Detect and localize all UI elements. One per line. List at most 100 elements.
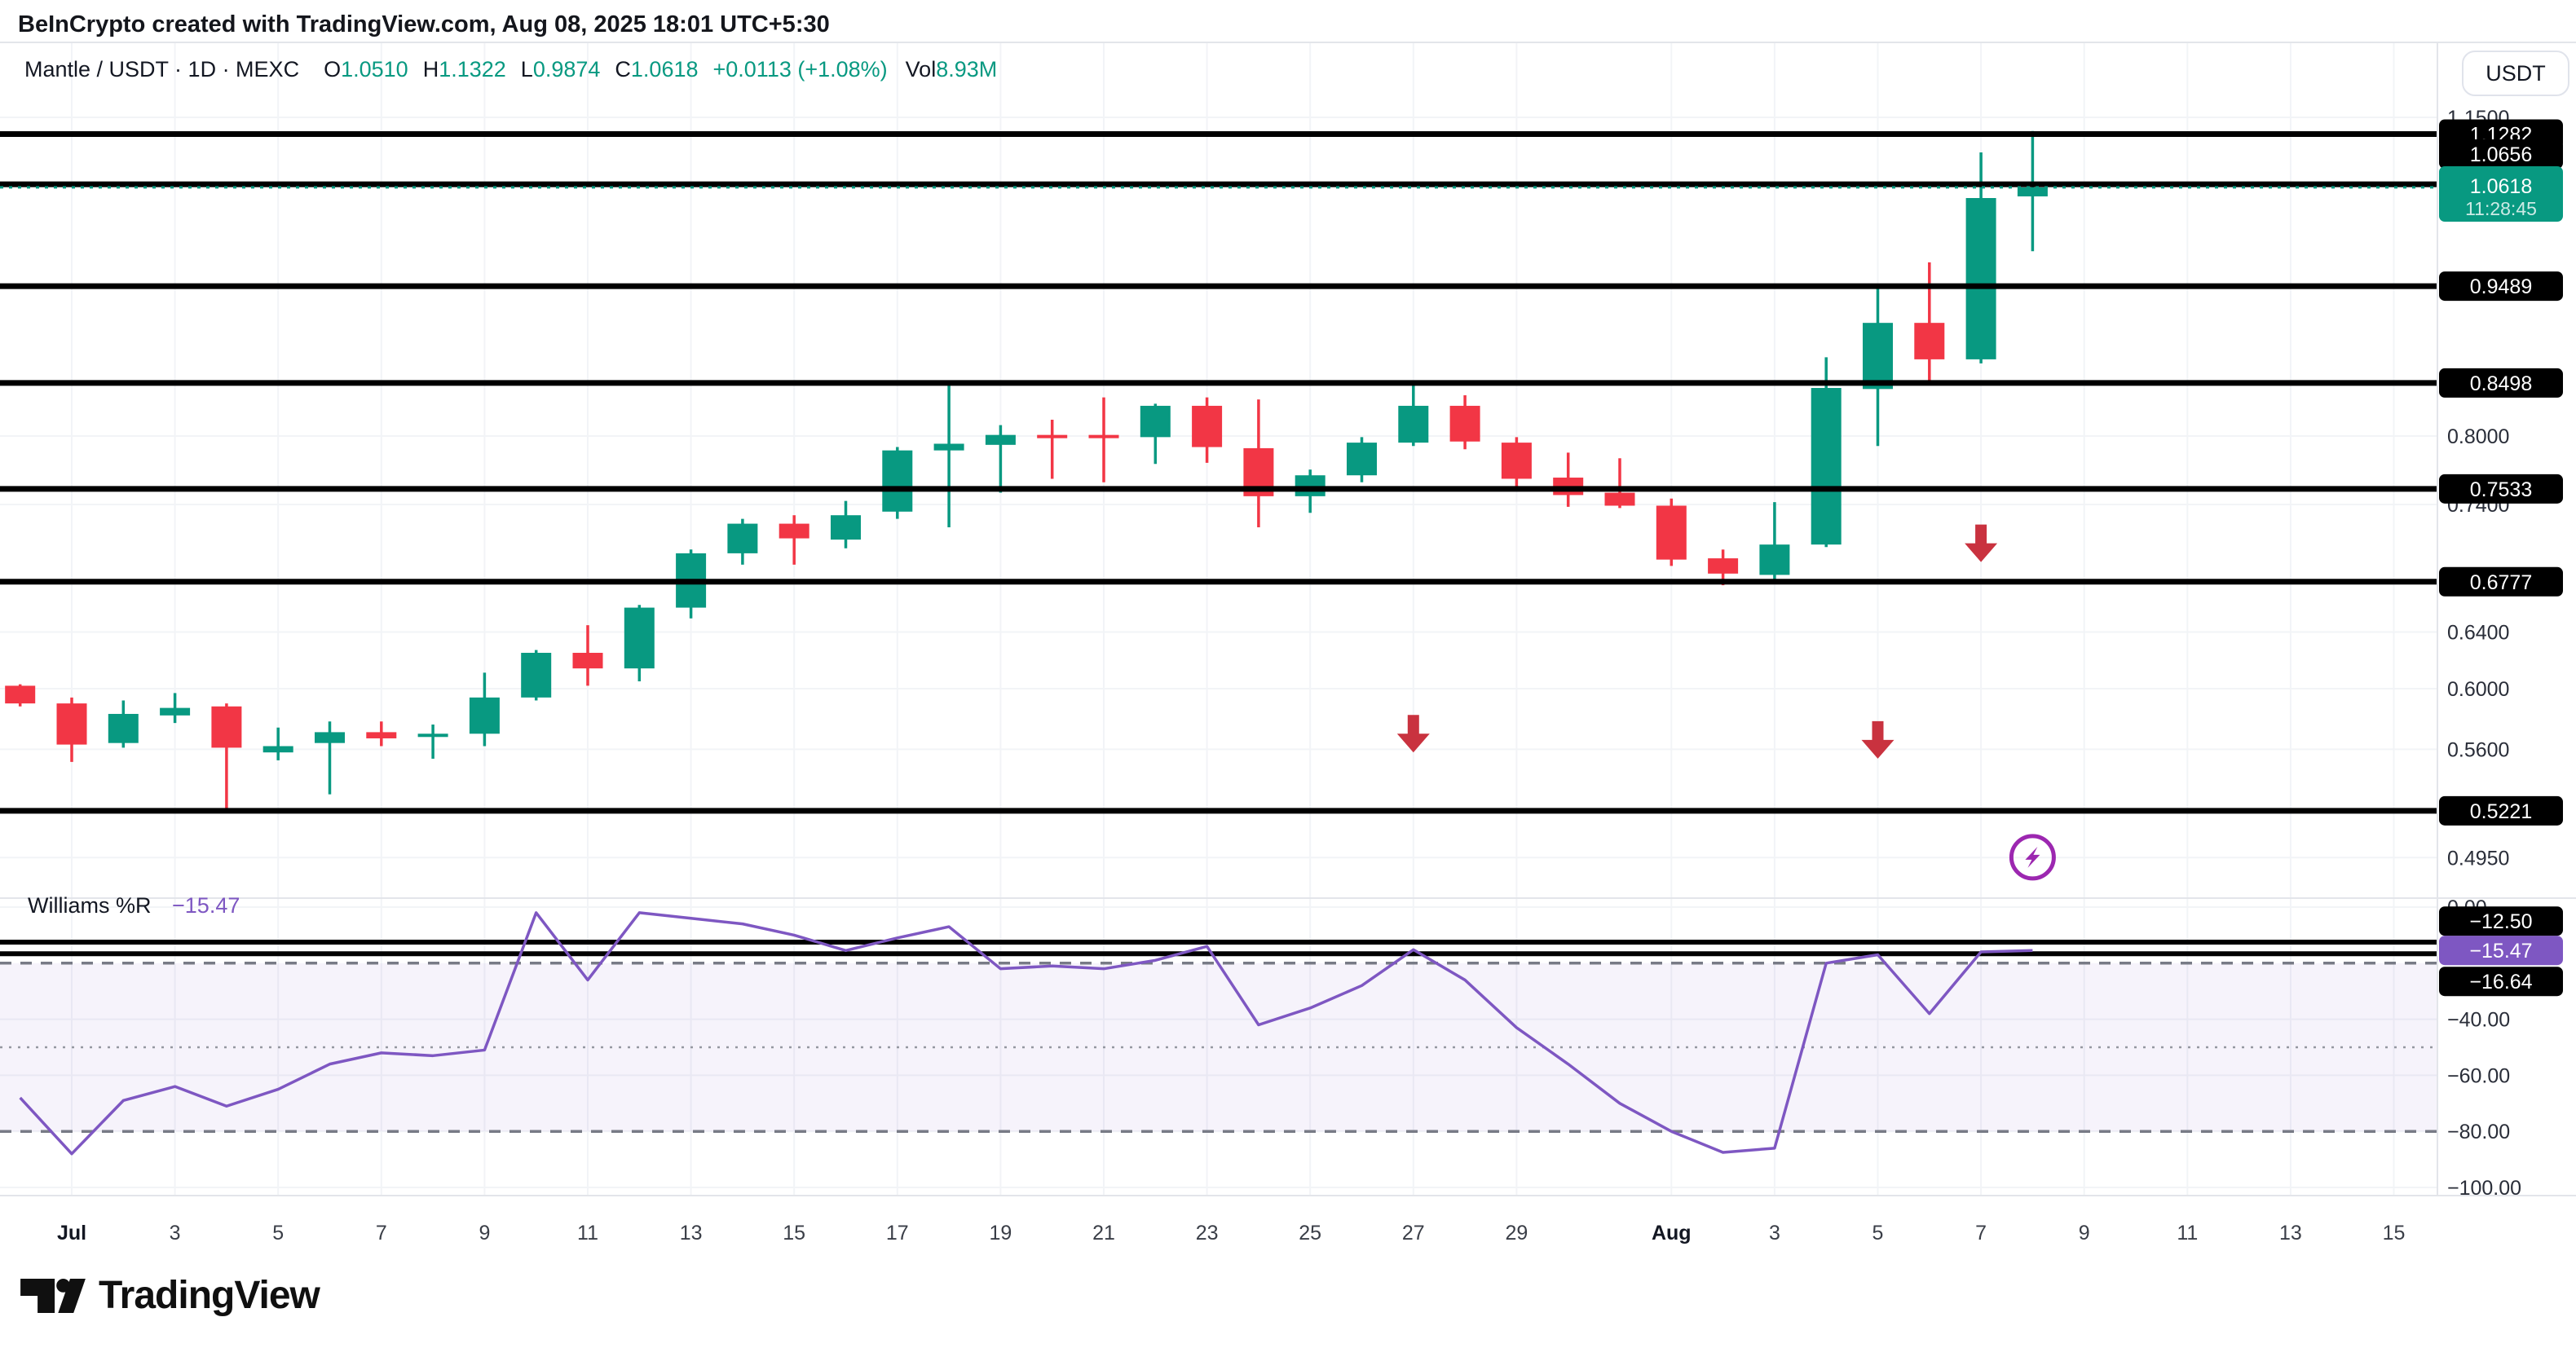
- candle-jul-11: [572, 625, 603, 686]
- price-tick-label: 0.4950: [2447, 847, 2509, 870]
- candle-aug-7: [1965, 152, 1996, 363]
- price-level-badge: 1.0656: [2439, 139, 2563, 169]
- wr-tick-label: −80.00: [2447, 1121, 2510, 1143]
- attribution-text: BeInCrypto created with TradingView.com,…: [18, 11, 830, 37]
- tradingview-logo[interactable]: TradingView: [20, 1273, 320, 1318]
- ohlc-close: C1.0618: [615, 57, 698, 82]
- candle-aug-4: [1811, 357, 1842, 548]
- candle-aug-6: [1914, 262, 1945, 381]
- price-level-badge-text: 0.9489: [2470, 275, 2532, 298]
- candle-jul-8: [417, 724, 448, 759]
- tradingview-logo-text: TradingView: [99, 1274, 320, 1317]
- current-price-text: 1.0618: [2470, 175, 2532, 198]
- wr-level-lines: [0, 940, 2437, 957]
- wr-current-badge-text: −15.47: [2469, 940, 2532, 963]
- candle-jul-12: [624, 605, 655, 682]
- price-axis[interactable]: 1.15000.80000.74000.64000.60000.56000.49…: [2439, 107, 2563, 1200]
- wr-level-badge: −12.50: [2439, 906, 2563, 936]
- candle-jul-1: [56, 697, 87, 762]
- change-value: +0.0113 (+1.08%): [712, 57, 888, 81]
- wr-band: [0, 962, 2437, 1133]
- indicator-value: −15.47: [172, 893, 240, 918]
- wr-tick-label: −100.00: [2447, 1177, 2521, 1200]
- wr-tick-label: −40.00: [2447, 1009, 2510, 1032]
- candle-jul-18: [933, 382, 964, 528]
- time-tick-label: 29: [1505, 1222, 1528, 1244]
- tradingview-logo-icon: [20, 1278, 86, 1313]
- indicator-name[interactable]: Williams %R: [28, 893, 152, 918]
- price-tick-label: 0.5600: [2447, 738, 2509, 761]
- high-label: H: [422, 57, 439, 81]
- indicator-label: Williams %R −15.47: [28, 893, 240, 918]
- time-tick-label: 27: [1402, 1222, 1425, 1244]
- time-tick-label: 9: [479, 1222, 490, 1244]
- down-arrow-icon: [1396, 715, 1430, 753]
- time-tick-label: 5: [272, 1222, 284, 1244]
- wr-current-badge: −15.47: [2439, 936, 2563, 966]
- price-level-badge: 0.6777: [2439, 566, 2563, 597]
- candle-jul-17: [882, 447, 913, 519]
- time-tick-label: 11: [2177, 1222, 2198, 1244]
- signal-markers: [1396, 524, 2056, 881]
- ohlc-high: H1.1322: [423, 57, 506, 82]
- panel-separators: [0, 42, 2576, 1196]
- volume-value: 8.93M: [936, 57, 998, 81]
- candle-jul-6: [315, 721, 345, 795]
- wr-level-badge: −16.64: [2439, 967, 2563, 997]
- time-tick-label: 17: [886, 1222, 909, 1244]
- price-level-lines[interactable]: [0, 131, 2437, 814]
- candle-jul-23: [1192, 397, 1223, 463]
- candle-jul-7: [366, 721, 397, 747]
- ohlc-open: O1.0510: [324, 57, 408, 82]
- candles: [5, 130, 2048, 812]
- time-tick-label: 9: [2079, 1222, 2090, 1244]
- candle-jul-30: [1553, 452, 1584, 507]
- candle-jul-22: [1140, 403, 1171, 465]
- time-tick-label: 15: [783, 1222, 805, 1244]
- low-value: 0.9874: [532, 57, 601, 81]
- price-level-badge: 0.7533: [2439, 474, 2563, 504]
- candle-jul-24: [1243, 399, 1274, 528]
- price-level-badge-text: 0.7533: [2470, 478, 2532, 501]
- wr-level-badge-text: −16.64: [2469, 971, 2532, 993]
- time-tick-label: 7: [376, 1222, 387, 1244]
- symbol-info-bar: Mantle / USDT · 1D · MEXC O1.0510 H1.132…: [24, 57, 1012, 82]
- candle-aug-5: [1863, 285, 1893, 447]
- wr-tick-label: −60.00: [2447, 1064, 2510, 1087]
- time-tick-label: 19: [989, 1222, 1012, 1244]
- down-arrow-icon: [1861, 720, 1895, 759]
- time-tick-label: Jul: [57, 1222, 86, 1244]
- time-tick-label: 13: [2279, 1222, 2302, 1244]
- countdown-text: 11:28:45: [2465, 198, 2537, 219]
- candle-jul-3: [160, 693, 191, 724]
- price-level-badge-text: 0.6777: [2470, 571, 2532, 594]
- price-level-badge: 0.8498: [2439, 368, 2563, 398]
- williams-r-line: [19, 911, 2033, 1156]
- lightning-icon[interactable]: [2009, 834, 2056, 881]
- candle-jul-26: [1347, 437, 1377, 482]
- candle-jun-30: [5, 684, 36, 707]
- candle-jul-19: [985, 425, 1016, 493]
- symbol-title[interactable]: Mantle / USDT · 1D · MEXC: [24, 57, 300, 81]
- volume-label: Vol: [905, 57, 937, 81]
- candle-jul-31: [1604, 458, 1635, 509]
- candle-jul-9: [469, 672, 500, 747]
- time-axis[interactable]: Jul 3 5 7 9 11 13 15 17 19 21 23 25 27 29 Aug 3 5 7 9 11 13 15: [57, 1222, 2405, 1244]
- close-value: 1.0618: [630, 57, 699, 81]
- time-tick-label: Aug: [1652, 1222, 1692, 1244]
- candle-jul-20: [1037, 419, 1068, 479]
- time-tick-label: 5: [1872, 1222, 1884, 1244]
- candle-jul-5: [262, 727, 293, 760]
- candle-jul-14: [727, 518, 758, 565]
- open-value: 1.0510: [341, 57, 408, 81]
- open-label: O: [324, 57, 342, 81]
- currency-button[interactable]: USDT: [2462, 51, 2569, 96]
- candle-jul-10: [521, 650, 552, 701]
- candle-aug-8: [2017, 130, 2048, 252]
- close-label: C: [615, 57, 631, 81]
- price-level-badge-text: 0.5221: [2470, 800, 2532, 823]
- price-tick-label: 0.8000: [2447, 425, 2509, 448]
